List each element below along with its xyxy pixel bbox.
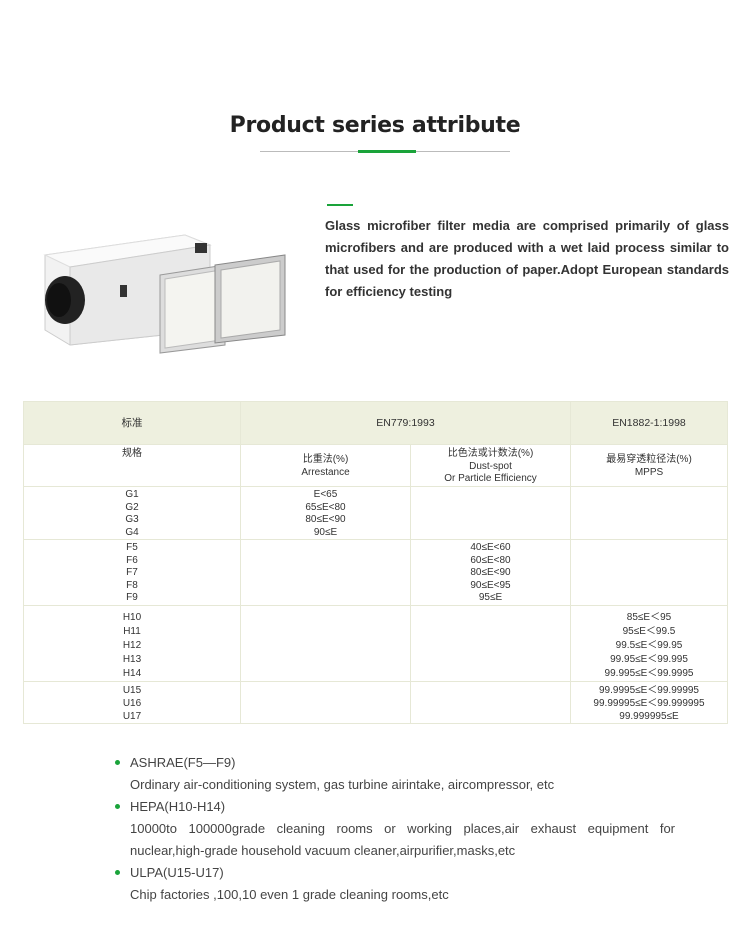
mpps-cell xyxy=(570,486,728,540)
standard-label: 标准 xyxy=(23,401,241,445)
dustspot-value: 80≤E<90 xyxy=(470,567,511,578)
dustspot-value: 95≤E xyxy=(478,592,503,603)
table-row: F5 F6 F7 F8 F9 40≤E<60 60≤E<80 80≤E<90 90≤E<95 95… xyxy=(23,539,728,606)
arrestance-en: Arrestance xyxy=(301,466,350,478)
grades-value: F9 xyxy=(126,592,138,603)
mpps-value: 99.5≤E＜99.95 xyxy=(615,639,683,651)
filter-grade-table: 标准 EN779:1993 EN1882-1:1998 规格 比重法(%) Arr… xyxy=(23,401,728,724)
grades-value: U16 xyxy=(122,697,142,709)
application-desc: Ordinary air-conditioning system, gas tu… xyxy=(130,777,555,792)
dustspot-cn: 比色法或计数法(%) xyxy=(447,448,534,459)
product-description: Glass microfiber filter media are compri… xyxy=(325,218,729,299)
dustspot-header: 比色法或计数法(%) Dust-spot Or Particle Efficienc… xyxy=(410,444,571,487)
dustspot-cell xyxy=(410,486,571,540)
dustspot-en1: Dust-spot xyxy=(469,460,512,472)
arrestance-cell xyxy=(240,680,411,724)
grades-value: G1 xyxy=(125,489,139,500)
description-accent-bar xyxy=(327,204,353,206)
mpps-value: 99.999995≤E xyxy=(619,710,679,722)
arrestance-cell xyxy=(240,539,411,606)
table-row: G1 G2 G3 G4 E<65 65≤E<80 80≤E<90 90≤E xyxy=(23,486,728,540)
bullet-icon xyxy=(115,870,120,875)
application-list: ASHRAE(F5—F9) Ordinary air-conditioning s… xyxy=(115,752,675,906)
application-title: ULPA(U15-U17) xyxy=(130,865,224,880)
arrestance-value: 65≤E<80 xyxy=(305,501,346,513)
arrestance-cn: 比重法(%) xyxy=(302,454,349,465)
bullet-icon xyxy=(115,804,120,809)
grades-value: G3 xyxy=(125,514,139,525)
arrestance-cell xyxy=(240,604,411,682)
mpps-value: 85≤E＜95 xyxy=(626,611,672,623)
arrestance-value: 80≤E<90 xyxy=(305,514,346,525)
standard-en1882: EN1882-1:1998 xyxy=(570,401,728,445)
grades-cell: H10 H11 H12 H13 H14 xyxy=(23,604,241,682)
mpps-en: MPPS xyxy=(634,466,664,478)
application-item: ULPA(U15-U17) xyxy=(115,862,675,884)
table-row: U15 U16 U17 99.9995≤E＜99.99995 99.99995≤E＜99… xyxy=(23,680,728,724)
grades-cell: U15 U16 U17 xyxy=(23,680,241,724)
dustspot-value: 60≤E<80 xyxy=(470,554,511,566)
spec-header: 规格 xyxy=(23,444,241,487)
dustspot-value: 40≤E<60 xyxy=(470,542,511,553)
grades-cell: F5 F6 F7 F8 F9 xyxy=(23,539,241,606)
grades-value: U17 xyxy=(122,710,142,722)
grades-value: U15 xyxy=(122,684,142,696)
dustspot-cell: 40≤E<60 60≤E<80 80≤E<90 90≤E<95 95≤E xyxy=(410,539,571,606)
bullet-icon xyxy=(115,760,120,765)
section-title: Product series attribute xyxy=(229,113,521,138)
mpps-cn: 最易穿透粒径法(%) xyxy=(606,454,692,465)
application-item: ASHRAE(F5—F9) xyxy=(115,752,675,774)
grades-value: F5 xyxy=(126,542,138,553)
grades-value: F7 xyxy=(126,567,138,578)
arrestance-cell: E<65 65≤E<80 80≤E<90 90≤E xyxy=(240,486,411,540)
filter-unit-image xyxy=(43,234,286,354)
dustspot-cell xyxy=(410,680,571,724)
application-title: ASHRAE(F5—F9) xyxy=(130,755,236,770)
dustspot-en2: Or Particle Efficiency xyxy=(444,473,537,484)
application-title: HEPA(H10-H14) xyxy=(130,799,226,814)
grades-value: F8 xyxy=(126,579,138,591)
table-row: H10 H11 H12 H13 H14 85≤E＜95 95≤E＜99.5 99.5≤E＜99… xyxy=(23,604,728,682)
grades-value: H14 xyxy=(122,667,142,679)
title-accent-bar xyxy=(358,150,416,153)
grades-value: G4 xyxy=(125,526,139,538)
mpps-value: 99.99995≤E＜99.999995 xyxy=(593,697,705,709)
mpps-value: 95≤E＜99.5 xyxy=(622,625,676,637)
mpps-value: 99.995≤E＜99.9995 xyxy=(604,667,694,679)
grades-value: F6 xyxy=(126,554,138,566)
arrestance-header: 比重法(%) Arrestance xyxy=(240,444,411,487)
grades-value: H10 xyxy=(122,611,142,623)
mpps-cell: 85≤E＜95 95≤E＜99.5 99.5≤E＜99.95 99.95≤E＜99.9… xyxy=(570,604,728,682)
arrestance-value: 90≤E xyxy=(313,526,338,538)
application-desc: Chip factories ,100,10 even 1 grade clea… xyxy=(130,887,449,902)
arrestance-value: E<65 xyxy=(313,489,338,500)
dustspot-value: 90≤E<95 xyxy=(470,579,511,591)
standard-en779: EN779:1993 xyxy=(240,401,571,445)
dustspot-cell xyxy=(410,604,571,682)
grades-value: G2 xyxy=(125,501,139,513)
grades-value: H11 xyxy=(123,625,141,637)
grades-value: H12 xyxy=(122,639,142,651)
grades-value: H13 xyxy=(122,653,142,665)
application-item: HEPA(H10-H14) xyxy=(115,796,675,818)
mpps-header: 最易穿透粒径法(%) MPPS xyxy=(570,444,728,487)
grades-cell: G1 G2 G3 G4 xyxy=(23,486,241,540)
application-desc: 10000to 100000grade cleaning rooms or wo… xyxy=(130,821,675,858)
mpps-cell: 99.9995≤E＜99.99995 99.99995≤E＜99.999995 99… xyxy=(570,680,728,724)
mpps-cell xyxy=(570,539,728,606)
mpps-value: 99.95≤E＜99.995 xyxy=(610,653,688,665)
mpps-value: 99.9995≤E＜99.99995 xyxy=(598,684,699,696)
